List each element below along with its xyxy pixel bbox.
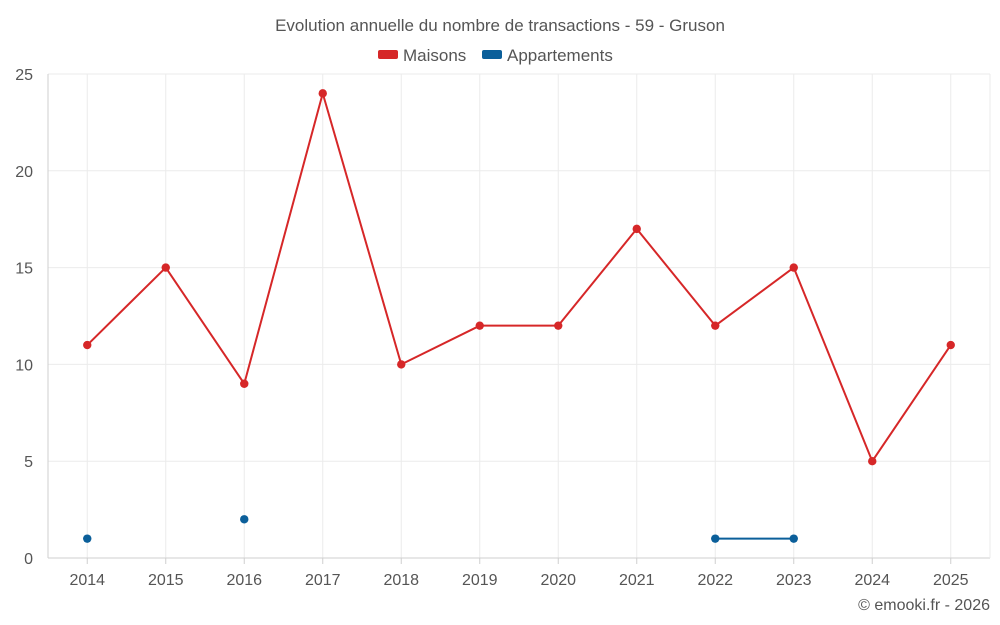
x-tick-label-2019: 2019 <box>462 572 498 589</box>
data-point-maisons-2021[interactable] <box>632 224 641 234</box>
legend: Maisons Appartements <box>378 46 613 65</box>
data-point-maisons-2024[interactable] <box>868 457 877 466</box>
series <box>83 89 955 543</box>
data-point-maisons-2016[interactable] <box>240 379 249 388</box>
y-tick-label-5: 5 <box>24 454 33 471</box>
data-point-maisons-2018[interactable] <box>397 360 406 369</box>
x-tick-label-2020: 2020 <box>540 572 576 589</box>
y-tick-label-0: 0 <box>24 551 33 568</box>
series-line-maisons-2014 <box>86 266 167 347</box>
legend-swatch-appartements <box>482 50 502 59</box>
x-tick-label-2023: 2023 <box>776 572 812 589</box>
series-line-maisons-2022 <box>714 266 795 327</box>
legend-item-appartements[interactable]: Appartements <box>482 46 613 65</box>
series-line-maisons-2016 <box>243 92 324 385</box>
series-line-maisons-2015 <box>164 266 246 385</box>
x-tick-label-2017: 2017 <box>305 572 341 589</box>
data-point-maisons-2017[interactable] <box>318 89 327 98</box>
data-point-appartements-2022[interactable] <box>711 534 720 543</box>
x-tick-label-2018: 2018 <box>383 572 419 589</box>
series-line-maisons-2017 <box>321 92 403 366</box>
series-line-maisons-2021 <box>635 227 717 327</box>
data-point-maisons-2025[interactable] <box>946 340 955 350</box>
y-tick-label-15: 15 <box>15 261 33 278</box>
data-point-maisons-2020[interactable] <box>554 321 563 330</box>
x-tick-label-2021: 2021 <box>619 572 655 589</box>
x-tick-label-2014: 2014 <box>69 572 105 589</box>
legend-label-appartements: Appartements <box>507 46 613 65</box>
data-point-maisons-2019[interactable] <box>475 321 484 330</box>
data-point-maisons-2015[interactable] <box>161 263 170 272</box>
credit-text: © emooki.fr - 2026 <box>858 597 990 614</box>
data-point-maisons-2014[interactable] <box>83 340 92 350</box>
x-tick-label-2022: 2022 <box>697 572 733 589</box>
x-tick-label-2016: 2016 <box>226 572 262 589</box>
y-tick-label-20: 20 <box>15 164 33 181</box>
chart-title: Evolution annuelle du nombre de transact… <box>275 16 725 35</box>
data-point-maisons-2023[interactable] <box>789 263 798 272</box>
y-tick-label-10: 10 <box>15 357 33 374</box>
legend-label-maisons: Maisons <box>403 46 466 65</box>
series-line-maisons-2018 <box>400 324 481 366</box>
data-point-maisons-2022[interactable] <box>711 321 720 330</box>
grid <box>48 73 990 558</box>
legend-swatch-maisons <box>378 50 398 59</box>
y-tick-label-25: 25 <box>15 67 33 84</box>
series-line-maisons-2024 <box>871 344 952 463</box>
data-point-appartements-2023[interactable] <box>789 534 798 543</box>
data-point-appartements-2016[interactable] <box>240 515 249 524</box>
series-line-maisons-2020 <box>557 227 638 327</box>
series-line-maisons-2023 <box>792 266 874 463</box>
x-tick-label-2015: 2015 <box>148 572 184 589</box>
x-tick-label-2024: 2024 <box>854 572 890 589</box>
x-tick-label-2025: 2025 <box>933 572 969 589</box>
data-point-appartements-2014[interactable] <box>83 534 92 543</box>
legend-item-maisons[interactable]: Maisons <box>378 46 466 65</box>
